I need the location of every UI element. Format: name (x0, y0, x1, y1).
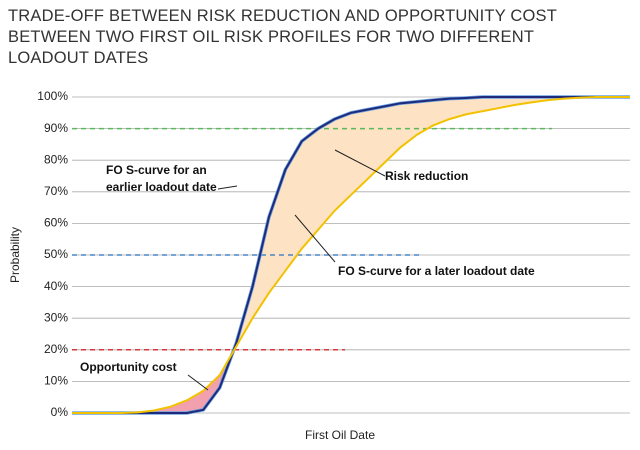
series-line (72, 96, 630, 414)
leader-line (187, 374, 209, 391)
area-between (301, 128, 319, 250)
y-tick-label: 30% (44, 310, 68, 324)
series-label: FO S-curve for an earlier loadout date (106, 163, 217, 194)
leader-line (334, 149, 386, 177)
y-tick-label: 60% (44, 216, 68, 230)
y-tick-label: 10% (44, 374, 68, 388)
leader-line (217, 185, 238, 190)
leader-line (294, 214, 336, 263)
annotation: Risk reduction (385, 169, 469, 183)
y-tick-label: 50% (44, 247, 68, 261)
y-tick-label: 80% (44, 152, 68, 166)
y-tick-label: 90% (44, 121, 68, 135)
series-line (72, 96, 630, 414)
x-axis-label: First Oil Date (305, 428, 375, 442)
y-axis-label: Probability (8, 227, 22, 283)
y-tick-label: 0% (51, 405, 69, 419)
plot: 0% 10% 20% 30% 40% 50% 60% 70% 80% 90% 100% (37, 89, 630, 419)
y-tick-label: 100% (37, 89, 68, 103)
y-tick-label: 40% (44, 279, 68, 293)
y-tick-label: 20% (44, 342, 68, 356)
series-label: FO S-curve for a later loadout date (338, 264, 535, 278)
annotation: Opportunity cost (80, 360, 177, 374)
y-tick-label: 70% (44, 184, 68, 198)
chart-title: TRADE-OFF BETWEEN RISK REDUCTION AND OPP… (8, 7, 557, 67)
